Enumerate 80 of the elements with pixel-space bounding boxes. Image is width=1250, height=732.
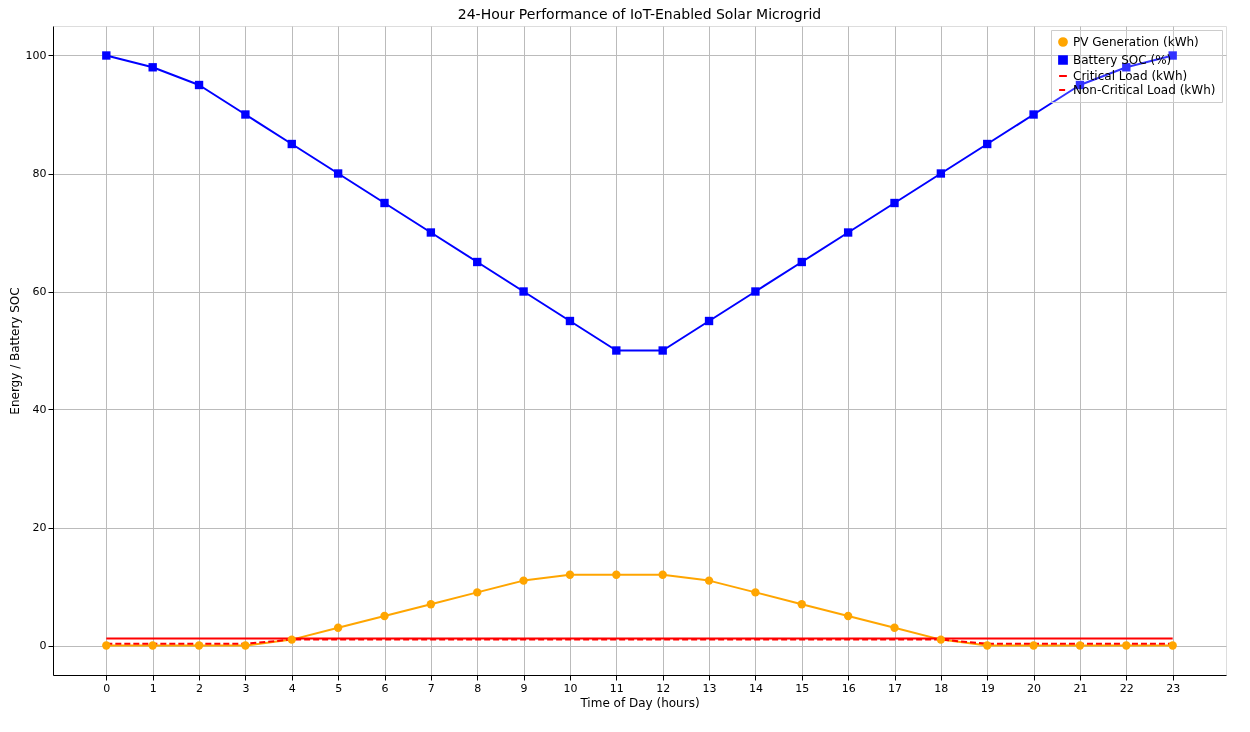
point bbox=[473, 588, 482, 597]
point bbox=[380, 611, 389, 621]
point bbox=[473, 257, 482, 267]
point bbox=[936, 635, 946, 644]
point bbox=[1075, 641, 1085, 650]
x-tick-label: 5 bbox=[335, 681, 343, 695]
point bbox=[983, 641, 992, 650]
x-tick-label: 17 bbox=[888, 681, 902, 695]
x-axis-title: Time of Day (hours) bbox=[579, 695, 700, 710]
x-tick-label: 13 bbox=[702, 681, 717, 695]
chart-title: 24-Hour Performance of IoT-Enabled Solar Microgrid bbox=[457, 6, 822, 22]
point bbox=[843, 228, 853, 237]
point bbox=[890, 623, 899, 632]
point bbox=[797, 600, 806, 609]
point bbox=[241, 110, 250, 119]
point bbox=[1029, 641, 1038, 650]
x-tick-label: 19 bbox=[980, 681, 995, 695]
point bbox=[287, 139, 296, 149]
y-tick-label: 0 bbox=[39, 639, 47, 652]
point bbox=[843, 611, 853, 621]
legend-label: Non-Critical Load (kWh) bbox=[1073, 83, 1216, 97]
x-tick-label: 8 bbox=[474, 681, 482, 695]
legend-label: PV Generation (kWh) bbox=[1073, 35, 1199, 49]
point bbox=[102, 51, 111, 60]
x-tick-label: 6 bbox=[381, 681, 389, 695]
point bbox=[1168, 641, 1177, 650]
point bbox=[658, 570, 667, 579]
x-tick-label: 16 bbox=[841, 681, 856, 695]
point bbox=[936, 169, 946, 178]
point bbox=[704, 576, 714, 585]
x-tick-label: 3 bbox=[242, 681, 250, 695]
point bbox=[1122, 641, 1131, 650]
x-tick-label: 0 bbox=[103, 681, 111, 695]
x-tick-label: 14 bbox=[748, 681, 763, 695]
x-tick-label: 22 bbox=[1119, 681, 1134, 695]
point bbox=[519, 576, 528, 585]
point bbox=[148, 63, 157, 72]
point bbox=[426, 228, 436, 237]
x-tick-label: 1 bbox=[149, 681, 157, 695]
point bbox=[565, 316, 575, 326]
point bbox=[797, 257, 806, 267]
point bbox=[612, 346, 621, 355]
point bbox=[380, 198, 389, 208]
point bbox=[890, 198, 899, 208]
x-tick-label: 11 bbox=[609, 681, 624, 695]
x-tick-label: 7 bbox=[427, 681, 435, 695]
y-tick-label: 80 bbox=[32, 167, 47, 180]
point bbox=[333, 623, 343, 632]
y-tick-label: 60 bbox=[32, 285, 47, 298]
point bbox=[194, 641, 204, 650]
x-tick-label: 12 bbox=[656, 681, 671, 695]
x-tick-label: 20 bbox=[1027, 681, 1042, 695]
x-tick-label: 9 bbox=[520, 681, 528, 695]
point bbox=[241, 641, 250, 650]
point bbox=[287, 635, 296, 644]
point bbox=[333, 169, 343, 178]
point bbox=[565, 570, 575, 579]
point bbox=[1029, 110, 1038, 119]
point bbox=[426, 600, 436, 609]
x-tick-label: 21 bbox=[1073, 681, 1088, 695]
y-tick-label: 20 bbox=[32, 521, 47, 534]
y-axis-title: Energy / Battery SOC bbox=[7, 287, 22, 415]
x-tick-label: 2 bbox=[196, 681, 204, 695]
point bbox=[704, 316, 714, 326]
point bbox=[751, 287, 760, 296]
point bbox=[194, 80, 204, 90]
x-tick-label: 4 bbox=[288, 681, 296, 695]
x-tick-label: 18 bbox=[934, 681, 949, 695]
point bbox=[612, 570, 621, 579]
point bbox=[751, 588, 760, 597]
point bbox=[658, 346, 667, 355]
y-tick-label: 40 bbox=[32, 403, 47, 416]
point bbox=[102, 641, 111, 650]
point bbox=[519, 287, 528, 296]
point bbox=[983, 139, 992, 149]
point bbox=[148, 641, 157, 650]
x-tick-label: 15 bbox=[795, 681, 810, 695]
y-tick-label: 100 bbox=[25, 49, 47, 62]
x-tick-label: 23 bbox=[1166, 681, 1181, 695]
x-tick-label: 10 bbox=[563, 681, 578, 695]
